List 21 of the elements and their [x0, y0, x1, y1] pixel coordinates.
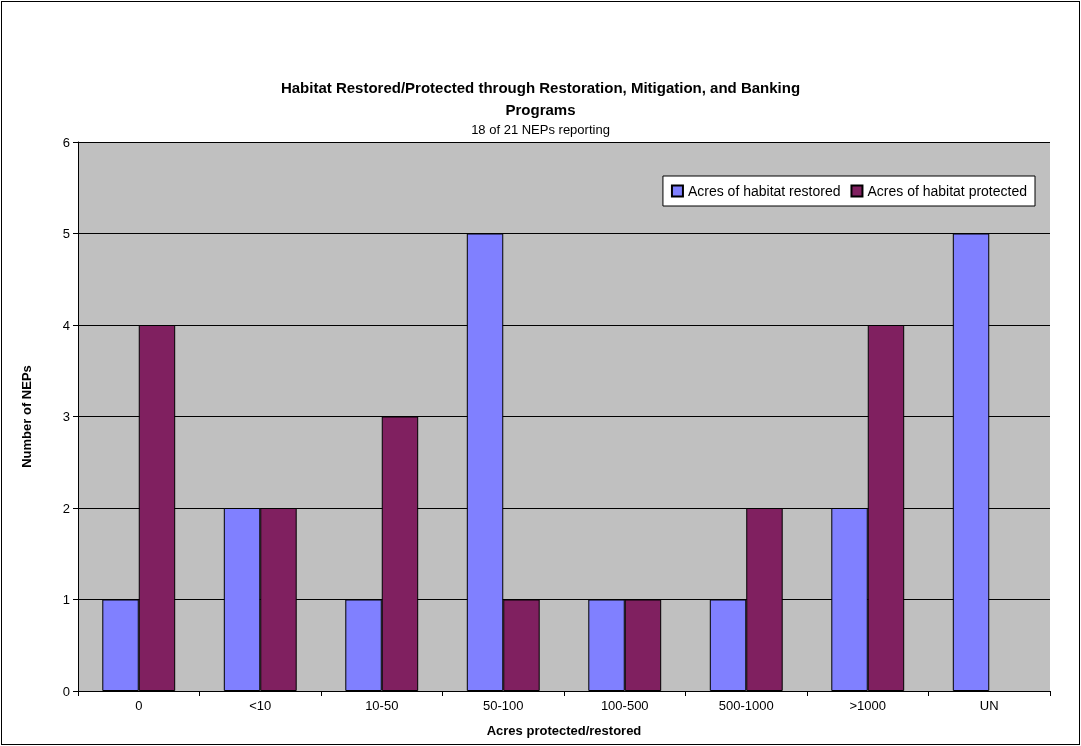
x-tick-label: UN: [979, 698, 999, 713]
legend-label: Acres of habitat restored: [687, 183, 841, 199]
x-tick-label: 500-1000: [718, 698, 774, 713]
x-axis-title: Acres protected/restored: [486, 723, 642, 738]
y-tick-label: 4: [62, 317, 70, 333]
y-tick-label: 6: [62, 134, 70, 150]
x-tick-label: 0: [135, 698, 143, 713]
y-tick-label: 1: [62, 592, 70, 607]
y-tick-label: 2: [62, 500, 70, 516]
y-tick-label: 5: [62, 226, 70, 241]
x-tick-label: 10-50: [365, 698, 399, 713]
y-tick-label: 0: [62, 683, 70, 699]
x-tick-label: >1000: [849, 698, 887, 713]
x-tick-label: 50-100: [483, 698, 524, 713]
y-axis-title: Number of NEPs: [19, 365, 34, 468]
y-tick-label: 3: [62, 409, 70, 424]
x-tick-label: <10: [249, 698, 272, 713]
chart-subtitle: 18 of 21 NEPs reporting: [471, 122, 610, 137]
chart-title: Habitat Restored/Protected through Restoration, Mitigation, and Banking Programs: [280, 78, 801, 118]
x-tick-label: 100-500: [600, 698, 649, 713]
legend-label: Acres of habitat protected: [867, 183, 1028, 199]
